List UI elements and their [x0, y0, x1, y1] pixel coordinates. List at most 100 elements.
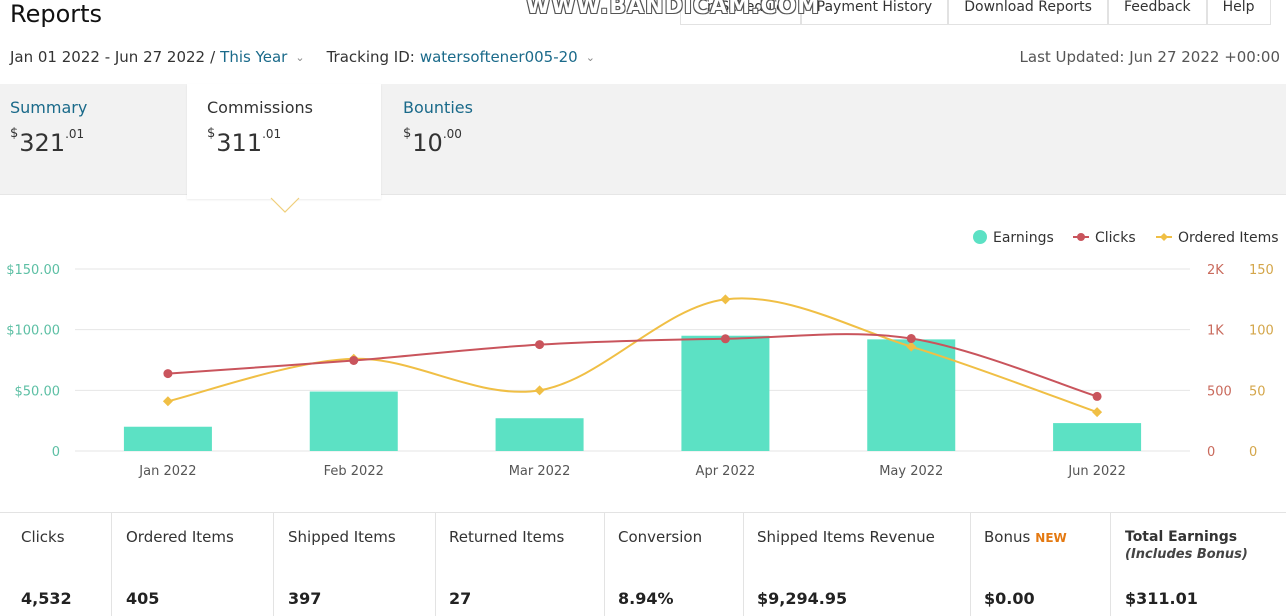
tab-bounties[interactable]: Bounties $10.00: [381, 84, 571, 199]
summary-currency: $: [10, 126, 19, 141]
right-axis-clicks-tick-label: 500: [1207, 384, 1232, 399]
date-separator: /: [210, 48, 216, 66]
recording-watermark: WWW.BANDICAM.COM: [526, 0, 821, 19]
top-tab-help[interactable]: Help: [1206, 0, 1271, 25]
commissions-whole: 311: [216, 129, 263, 157]
date-range: Jan 01 2022 - Jun 27 2022: [10, 48, 206, 66]
clicks-point: [163, 369, 173, 379]
earnings-chart: 0 0 0 $50.00 500 50 $100.00 1K 100 $150.00 2K 150 Ja…: [6, 230, 1279, 479]
clicks-point: [535, 340, 545, 350]
ordered-items-point: [720, 294, 731, 305]
stat-shipped-revenue: Shipped Items Revenue $9,294.95: [744, 513, 971, 616]
right-axis-clicks-tick-label: 0: [1207, 445, 1215, 460]
right-axis-clicks-tick-label: 1K: [1207, 324, 1224, 339]
total-earnings-note: (Includes Bonus): [1125, 547, 1248, 562]
tab-summary-label: Summary: [10, 98, 88, 117]
left-axis-tick-label: $50.00: [15, 384, 61, 399]
bounties-whole: 10: [412, 129, 443, 157]
bonus-label: Bonus: [984, 528, 1031, 546]
stat-label: Conversion: [618, 528, 703, 546]
legend-ordered-items-label: Ordered Items: [1178, 230, 1279, 246]
stat-label: Shipped Items Revenue: [757, 528, 935, 546]
tracking-id-dropdown[interactable]: watersoftener005-20: [419, 48, 578, 66]
right-axis-items-tick-label: 150: [1249, 263, 1274, 278]
commissions-cents: .01: [262, 127, 282, 141]
top-tab-download-reports[interactable]: Download Reports: [948, 0, 1108, 25]
left-axis-tick-label: 0: [52, 445, 60, 460]
stat-label: Bonus NEW: [984, 527, 1110, 548]
tab-bounties-label: Bounties: [403, 98, 473, 117]
chevron-down-icon[interactable]: ⌄: [585, 50, 595, 64]
x-axis-tick-label: May 2022: [879, 464, 943, 479]
stat-value: 397: [288, 589, 322, 608]
period-dropdown[interactable]: This Year: [220, 48, 288, 66]
stat-value: 8.94%: [618, 589, 674, 608]
x-axis-tick-label: Apr 2022: [696, 464, 756, 479]
top-tab-schedule[interactable]: n Schedule: [680, 0, 801, 25]
legend-clicks-label: Clicks: [1095, 230, 1136, 246]
chart-lines: [162, 294, 1103, 418]
stat-value: 405: [126, 589, 160, 608]
right-axis-clicks-tick-label: 2K: [1207, 263, 1224, 278]
x-axis-tick-label: Feb 2022: [324, 464, 384, 479]
ordered-items-line: [167, 297, 1098, 414]
clicks-line: [167, 333, 1098, 398]
stat-shipped-items: Shipped Items 397: [274, 513, 436, 616]
stat-conversion: Conversion 8.94%: [605, 513, 744, 616]
earnings-bar: [123, 426, 212, 451]
summary-cents: .01: [65, 127, 85, 141]
top-nav: n Schedule Payment History Download Repo…: [680, 0, 1271, 25]
right-axis-items-tick-label: 100: [1249, 324, 1274, 339]
filter-row: Jan 01 2022 - Jun 27 2022 / This Year ⌄ …: [10, 48, 617, 66]
commissions-amount: $311.01: [207, 126, 381, 157]
earnings-bar: [867, 339, 956, 451]
left-axis-tick-label: $100.00: [6, 324, 60, 339]
tracking-label: Tracking ID:: [326, 48, 415, 66]
chart-gridlines: [75, 268, 1190, 452]
bounties-amount: $10.00: [403, 126, 571, 157]
chart-axes: 0 0 0 $50.00 500 50 $100.00 1K 100 $150.00 2K 150 Ja…: [6, 263, 1274, 479]
left-axis-tick-label: $150.00: [6, 263, 60, 278]
chevron-down-icon[interactable]: ⌄: [295, 50, 305, 64]
x-axis-tick-label: Jan 2022: [138, 464, 196, 479]
new-badge: NEW: [1035, 531, 1067, 545]
stat-label: Shipped Items: [288, 528, 396, 546]
stat-value: $0.00: [984, 589, 1035, 608]
stat-clicks: Clicks 4,532: [0, 513, 112, 616]
stat-ordered-items: Ordered Items 405: [112, 513, 274, 616]
top-tab-feedback[interactable]: Feedback: [1107, 0, 1207, 25]
summary-whole: 321: [19, 129, 66, 157]
summary-amount: $321.01: [10, 126, 187, 157]
stat-label: Total Earnings: [1125, 529, 1238, 545]
stat-returned-items: Returned Items 27: [436, 513, 605, 616]
clicks-point: [906, 334, 916, 344]
clicks-point: [349, 355, 359, 365]
stats-row: Clicks 4,532 Ordered Items 405 Shipped I…: [0, 512, 1286, 616]
stat-value: 4,532: [21, 589, 72, 608]
legend-clicks-marker: [1077, 233, 1085, 241]
top-tab-payment-history[interactable]: Payment History: [800, 0, 949, 25]
ordered-items-point: [534, 385, 545, 396]
ordered-items-point: [1092, 407, 1103, 418]
x-axis-tick-label: Mar 2022: [509, 464, 571, 479]
ordered-items-point: [906, 341, 917, 352]
commissions-currency: $: [207, 126, 216, 141]
earnings-bar: [681, 335, 770, 451]
stat-total-earnings: Total Earnings (Includes Bonus) $311.01: [1111, 513, 1286, 616]
stat-bonus: Bonus NEW $0.00: [971, 513, 1111, 616]
legend-ordered-items-marker: [1160, 233, 1168, 241]
stat-value: 27: [449, 589, 472, 608]
right-axis-items-tick-label: 50: [1249, 384, 1266, 399]
tab-summary[interactable]: Summary $321.01: [0, 84, 187, 199]
tab-commissions[interactable]: Commissions $311.01: [187, 84, 381, 199]
page-title: Reports: [10, 0, 103, 28]
legend-earnings-label: Earnings: [993, 230, 1054, 246]
active-tab-pointer-icon: [270, 197, 300, 213]
stat-value: $9,294.95: [757, 589, 848, 608]
stat-label: Ordered Items: [126, 528, 234, 546]
chart-legend: Earnings Clicks Ordered Items: [973, 230, 1279, 246]
ordered-items-point: [162, 396, 173, 407]
earnings-bar: [1053, 423, 1142, 451]
last-updated: Last Updated: Jun 27 2022 +00:00: [1019, 48, 1280, 66]
tab-commissions-label: Commissions: [207, 98, 313, 117]
